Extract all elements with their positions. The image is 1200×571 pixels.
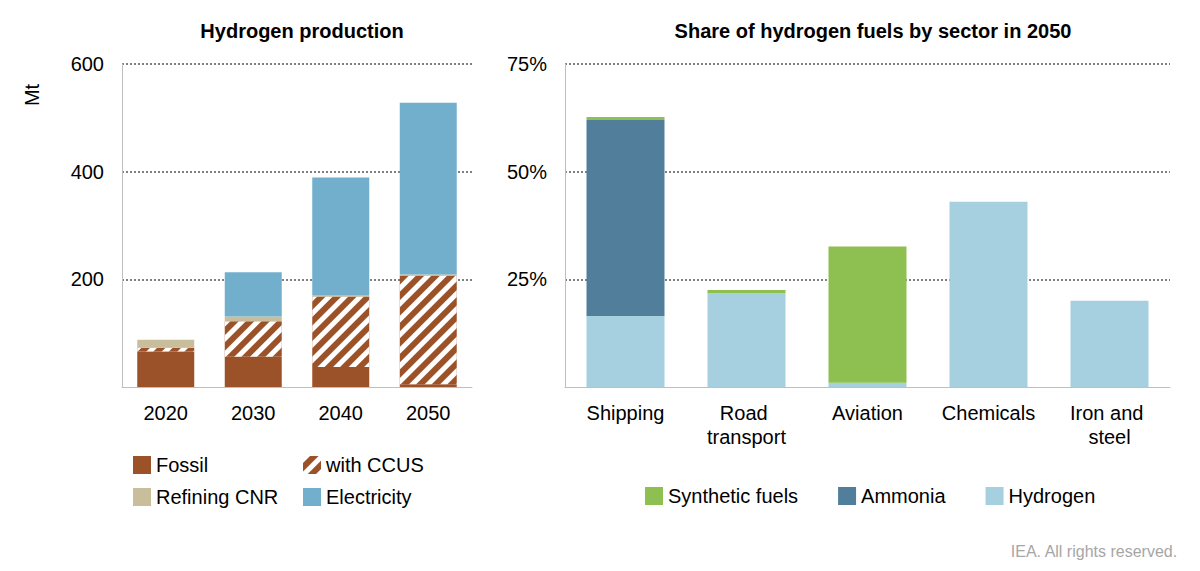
svg-text:Ammonia: Ammonia: [861, 485, 946, 507]
svg-text:600: 600: [71, 53, 104, 75]
svg-text:2030: 2030: [231, 402, 276, 424]
svg-text:Electricity: Electricity: [326, 486, 412, 508]
svg-text:2050: 2050: [406, 402, 451, 424]
svg-text:400: 400: [71, 161, 104, 183]
svg-text:Mt: Mt: [21, 83, 43, 106]
svg-text:IEA. All rights reserved.: IEA. All rights reserved.: [1011, 543, 1177, 560]
svg-text:Hydrogen production: Hydrogen production: [200, 20, 403, 42]
svg-text:Shipping: Shipping: [587, 402, 665, 424]
svg-text:steel: steel: [1088, 426, 1130, 448]
svg-text:2040: 2040: [319, 402, 364, 424]
svg-text:Road: Road: [720, 402, 773, 424]
svg-text:Share of hydrogen fuels by sec: Share of hydrogen fuels by sector in 205…: [675, 20, 1072, 42]
svg-text:Aviation: Aviation: [832, 402, 903, 424]
svg-text:Chemicals: Chemicals: [942, 402, 1035, 424]
svg-text:Synthetic fuels: Synthetic fuels: [668, 485, 798, 507]
svg-text:2020: 2020: [144, 402, 189, 424]
svg-text:Refining CNR: Refining CNR: [156, 486, 278, 508]
svg-text:Hydrogen: Hydrogen: [1009, 485, 1096, 507]
svg-text:Fossil: Fossil: [156, 454, 208, 476]
svg-text:200: 200: [71, 268, 104, 290]
svg-text:transport: transport: [707, 426, 786, 448]
svg-text:25%: 25%: [507, 268, 547, 290]
svg-text:with CCUS: with CCUS: [325, 454, 424, 476]
svg-text:Iron and: Iron and: [1070, 402, 1149, 424]
svg-text:50%: 50%: [507, 161, 547, 183]
svg-text:75%: 75%: [507, 53, 547, 75]
